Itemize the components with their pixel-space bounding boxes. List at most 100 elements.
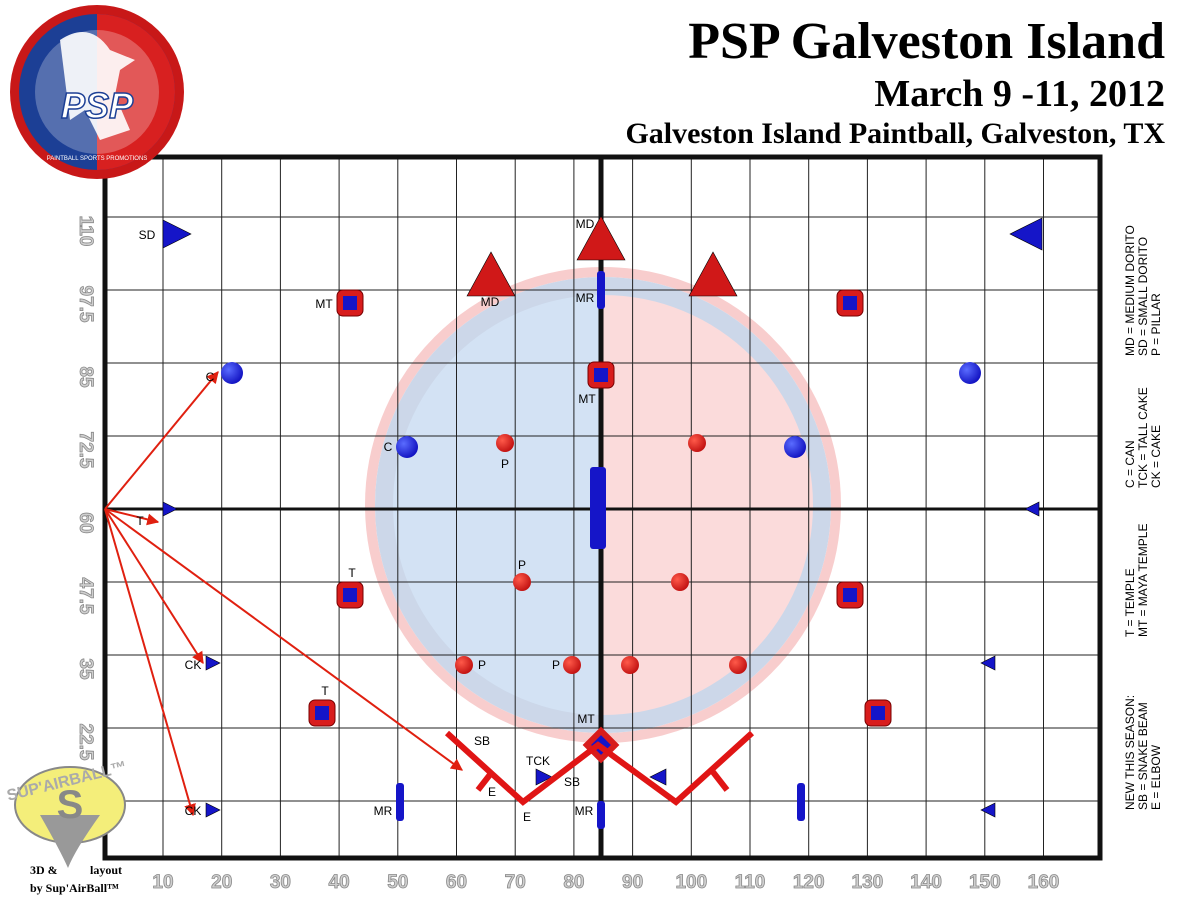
bunker-label: C bbox=[206, 370, 215, 384]
legend: MD = MEDIUM DORITO SD = SMALL DORITO P = P… bbox=[1123, 225, 1163, 810]
bunker-label: TCK bbox=[526, 754, 550, 768]
title: PSP Galveston Island bbox=[688, 13, 1165, 70]
x-label: 150 bbox=[969, 872, 1001, 893]
y-label: 47.5 bbox=[75, 578, 96, 615]
dorito bbox=[1009, 217, 1043, 251]
can bbox=[221, 362, 243, 384]
svg-text:S: S bbox=[57, 783, 84, 827]
legend-entry: SB = SNAKE BEAM bbox=[1136, 702, 1150, 810]
credits-line1b: layout bbox=[90, 863, 122, 877]
pillar bbox=[729, 656, 747, 674]
dorito bbox=[162, 501, 178, 517]
can bbox=[396, 436, 418, 458]
mini-rectangle bbox=[797, 783, 805, 821]
pillar bbox=[513, 573, 531, 591]
x-label: 110 bbox=[735, 872, 766, 893]
pillar bbox=[671, 573, 689, 591]
x-label: 120 bbox=[793, 872, 825, 893]
y-label: 22.5 bbox=[75, 724, 96, 761]
bunker-label: P bbox=[552, 658, 560, 672]
bunker-label: MR bbox=[576, 291, 595, 305]
bunker-label: C bbox=[384, 440, 393, 454]
dates: March 9 -11, 2012 bbox=[874, 73, 1165, 115]
snake-beam bbox=[444, 730, 755, 806]
pillar bbox=[563, 656, 581, 674]
x-label: 90 bbox=[622, 872, 643, 893]
bunker-label: MR bbox=[374, 804, 393, 818]
x-label: 40 bbox=[329, 872, 350, 893]
y-label: 110 bbox=[75, 216, 96, 247]
legend-entry: CK = CAKE bbox=[1149, 425, 1163, 488]
bunker-label: MT bbox=[315, 297, 333, 311]
bunker-label: P bbox=[478, 658, 486, 672]
dorito bbox=[980, 655, 996, 671]
legend-entry: MT = MAYA TEMPLE bbox=[1136, 524, 1150, 637]
x-label: 70 bbox=[505, 872, 526, 893]
dorito bbox=[980, 802, 996, 818]
bunker-label: MT bbox=[578, 392, 596, 406]
lane-arrow bbox=[104, 371, 219, 510]
can bbox=[959, 362, 981, 384]
dorito bbox=[688, 251, 738, 297]
x-label: 160 bbox=[1028, 872, 1060, 893]
legend-entry: C = CAN bbox=[1123, 440, 1137, 488]
dorito bbox=[649, 768, 667, 786]
dorito bbox=[205, 802, 221, 818]
bunker-label: E bbox=[488, 785, 496, 799]
maya-temple-core bbox=[843, 296, 857, 310]
maya-temple-core bbox=[343, 296, 357, 310]
credits-line2: by Sup'AirBall™ bbox=[30, 881, 119, 895]
bunker-label: P bbox=[501, 457, 509, 471]
pillar bbox=[688, 434, 706, 452]
y-label: 60 bbox=[75, 512, 96, 533]
x-label: 140 bbox=[910, 872, 942, 893]
legend-entry: NEW THIS SEASON: bbox=[1123, 695, 1137, 810]
x-label: 30 bbox=[270, 872, 291, 893]
bunker-label: T bbox=[348, 566, 356, 580]
mini-rectangle bbox=[396, 783, 404, 821]
lane-arrow bbox=[104, 508, 463, 771]
legend-entry: TCK = TALL CAKE bbox=[1136, 387, 1150, 488]
bunker-label: SB bbox=[564, 775, 580, 789]
legend-entry: P = PILLAR bbox=[1149, 293, 1163, 356]
venue: Galveston Island Paintball, Galveston, T… bbox=[625, 117, 1165, 150]
mini-rectangle bbox=[597, 801, 605, 829]
bunker-label: CK bbox=[185, 804, 202, 818]
dorito bbox=[1024, 501, 1040, 517]
bunker-label: T bbox=[136, 514, 144, 528]
y-label: 85 bbox=[75, 366, 96, 388]
mini-rectangle bbox=[590, 467, 606, 549]
lane-arrow bbox=[104, 508, 204, 665]
legend-entry: MD = MEDIUM DORITO bbox=[1123, 225, 1137, 356]
pillar bbox=[496, 434, 514, 452]
mini-rectangle bbox=[597, 271, 605, 309]
bunker-label: MT bbox=[577, 712, 595, 726]
logo-text: PSP bbox=[61, 85, 134, 126]
maya-temple-core bbox=[315, 706, 329, 720]
maya-temple-core bbox=[843, 588, 857, 602]
elbow bbox=[475, 770, 495, 792]
pillar bbox=[621, 656, 639, 674]
dorito bbox=[162, 219, 192, 249]
x-label: 130 bbox=[852, 872, 884, 893]
legend-entry: E = ELBOW bbox=[1149, 744, 1163, 810]
x-label: 10 bbox=[152, 872, 173, 893]
x-label: 100 bbox=[675, 872, 707, 893]
logo-ring-text: PAINTBALL SPORTS PROMOTIONS bbox=[47, 156, 148, 162]
dorito bbox=[466, 251, 516, 297]
lane-arrow bbox=[104, 508, 160, 526]
axes: 10 20 30 40 50 60 70 80 90 100 110 120 130 140 150 160 1… bbox=[75, 215, 1060, 893]
bunker-label: MD bbox=[481, 295, 500, 309]
x-label: 60 bbox=[446, 872, 467, 893]
maya-temple-core bbox=[594, 368, 608, 382]
bunker-label: E bbox=[523, 810, 531, 824]
dorito bbox=[205, 655, 221, 671]
y-label: 97.5 bbox=[75, 286, 96, 323]
x-label: 20 bbox=[211, 872, 232, 893]
credits: S SUP'AIRBALL™ 3D & layout by Sup'AirBal… bbox=[5, 759, 128, 895]
legend-entry: T = TEMPLE bbox=[1123, 568, 1137, 637]
lane-arrow bbox=[104, 508, 196, 817]
pillar bbox=[455, 656, 473, 674]
